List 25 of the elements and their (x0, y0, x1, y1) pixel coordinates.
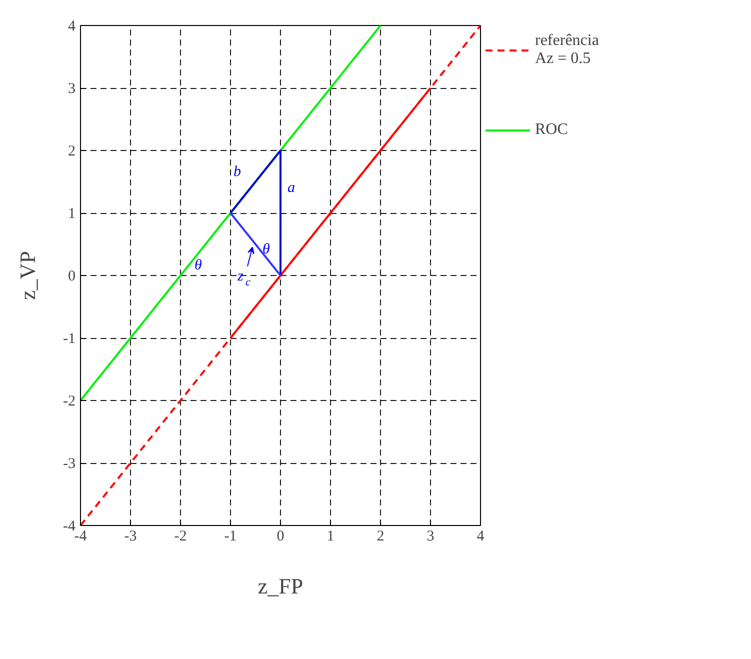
x-tick-label: -3 (124, 528, 137, 544)
x-axis-title: z_FP (258, 574, 304, 598)
y-tick-label: 0 (68, 268, 76, 284)
y-axis-title: z_VP (15, 251, 40, 300)
y-tick-label: 2 (68, 144, 76, 160)
x-tick-label: 4 (476, 528, 485, 544)
annotation: b (234, 164, 242, 180)
x-tick-label: -2 (174, 528, 187, 544)
legend-label: ROC (535, 120, 568, 140)
x-tick-label: 2 (376, 528, 384, 544)
annotation: θ (194, 258, 202, 274)
annotation: a (288, 180, 295, 196)
annotation: θ (262, 242, 270, 258)
y-tick-label: 1 (68, 206, 76, 222)
y-tick-label: 4 (68, 18, 76, 34)
legend-label: referência Az = 0.5 (535, 31, 599, 69)
y-tick-label: -3 (63, 456, 76, 472)
x-tick-label: 3 (426, 528, 434, 544)
x-tick-label: 1 (326, 528, 334, 544)
y-tick-label: -2 (63, 394, 76, 410)
x-tick-label: 0 (276, 528, 284, 544)
y-tick-label: -4 (63, 518, 76, 534)
y-tick-label: 3 (68, 81, 76, 97)
x-tick-label: -1 (224, 528, 237, 544)
y-tick-label: -1 (63, 331, 76, 347)
